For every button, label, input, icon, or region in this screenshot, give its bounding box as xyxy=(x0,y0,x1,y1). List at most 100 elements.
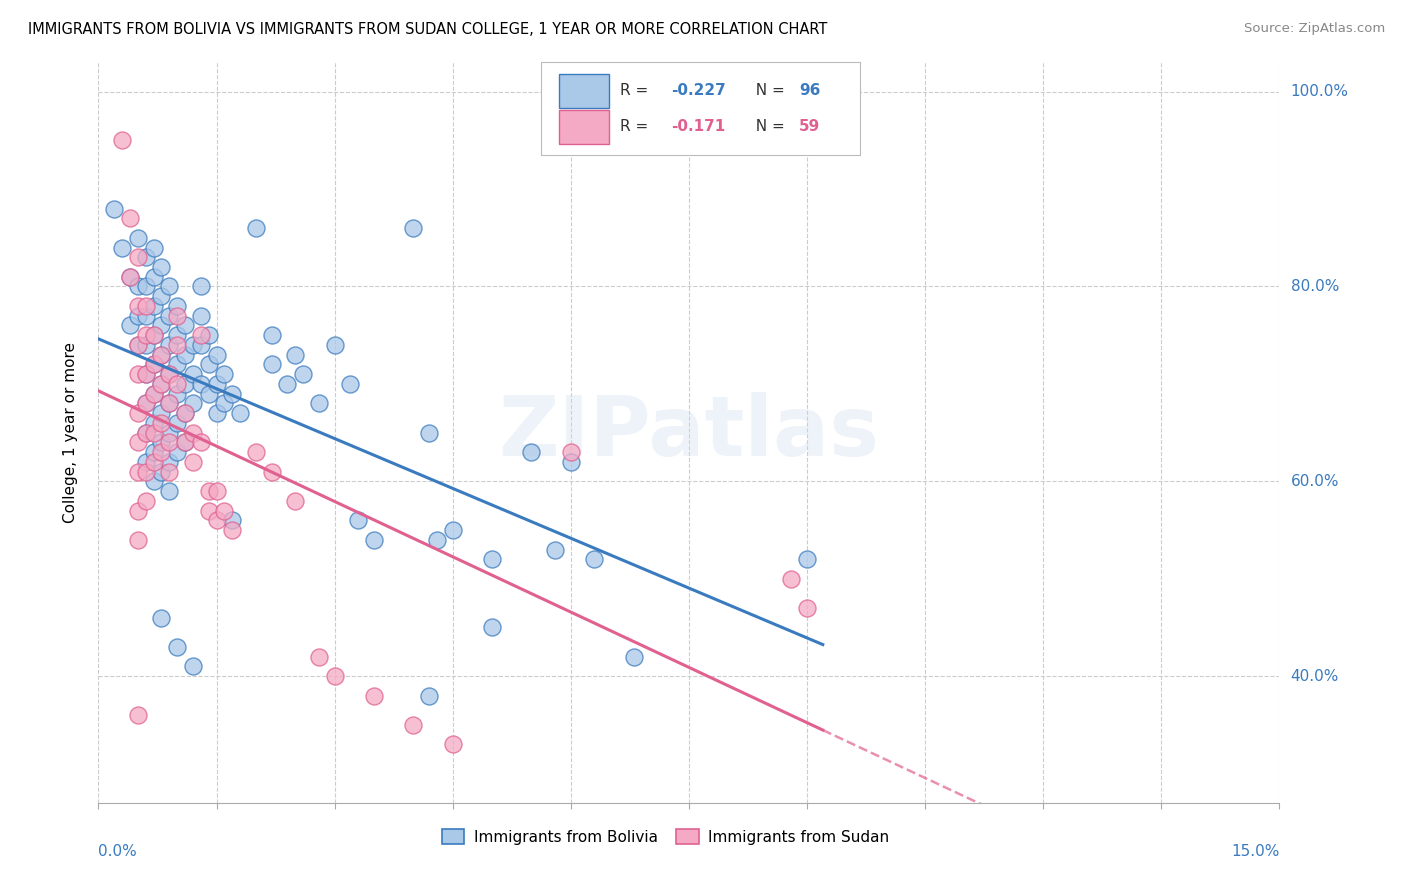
Point xyxy=(190,376,212,391)
Point xyxy=(245,445,267,459)
Point xyxy=(150,318,173,333)
Point xyxy=(142,269,165,284)
Point xyxy=(157,465,180,479)
Point xyxy=(118,269,141,284)
Point xyxy=(276,376,298,391)
Point xyxy=(441,737,464,751)
Point xyxy=(142,358,165,372)
Point xyxy=(135,396,157,410)
Point xyxy=(339,376,361,391)
Text: N =: N = xyxy=(745,120,789,135)
Text: 15.0%: 15.0% xyxy=(1232,844,1279,858)
Point xyxy=(260,358,283,372)
Point xyxy=(135,465,157,479)
Point xyxy=(363,533,385,547)
Text: -0.171: -0.171 xyxy=(671,120,725,135)
Text: 59: 59 xyxy=(799,120,820,135)
Point xyxy=(197,328,219,343)
Point xyxy=(118,318,141,333)
Point xyxy=(135,279,157,293)
Point xyxy=(127,367,149,381)
Point xyxy=(426,533,449,547)
Point xyxy=(135,328,157,343)
Point xyxy=(418,425,440,440)
Point xyxy=(181,659,204,673)
Point xyxy=(118,211,141,226)
Point xyxy=(157,396,180,410)
Point xyxy=(157,455,180,469)
Point xyxy=(308,396,330,410)
Point xyxy=(214,503,236,517)
Point xyxy=(181,455,204,469)
Point xyxy=(174,376,197,391)
Point xyxy=(245,221,267,235)
Point xyxy=(544,542,567,557)
Point xyxy=(157,484,180,499)
FancyBboxPatch shape xyxy=(560,73,609,108)
Text: 96: 96 xyxy=(799,83,820,98)
Point xyxy=(150,376,173,391)
Point xyxy=(135,425,157,440)
Text: 0.0%: 0.0% xyxy=(98,844,138,858)
Point xyxy=(323,338,346,352)
Point xyxy=(221,523,243,537)
Point xyxy=(135,309,157,323)
Point xyxy=(197,358,219,372)
Point xyxy=(111,133,134,147)
Point xyxy=(166,328,188,343)
Point xyxy=(127,465,149,479)
Text: Source: ZipAtlas.com: Source: ZipAtlas.com xyxy=(1244,22,1385,36)
Point xyxy=(174,435,197,450)
Point xyxy=(135,455,157,469)
Point xyxy=(142,328,165,343)
Point xyxy=(150,289,173,303)
Point xyxy=(157,396,180,410)
Point xyxy=(103,202,125,216)
Point xyxy=(135,396,157,410)
Text: 100.0%: 100.0% xyxy=(1291,84,1348,99)
Point xyxy=(150,376,173,391)
Point xyxy=(150,260,173,274)
Point xyxy=(127,279,149,293)
Point xyxy=(205,406,228,420)
Point xyxy=(142,386,165,401)
Point xyxy=(166,338,188,352)
Point xyxy=(150,406,173,420)
Point xyxy=(205,348,228,362)
Point xyxy=(796,601,818,615)
Point xyxy=(142,455,165,469)
Point xyxy=(142,299,165,313)
Point xyxy=(166,299,188,313)
Point xyxy=(284,348,307,362)
Point xyxy=(418,689,440,703)
Point xyxy=(796,552,818,566)
Point xyxy=(780,572,803,586)
Point xyxy=(623,649,645,664)
Point xyxy=(127,309,149,323)
Point xyxy=(150,610,173,624)
Point xyxy=(142,328,165,343)
FancyBboxPatch shape xyxy=(560,110,609,144)
Point xyxy=(441,523,464,537)
Point xyxy=(127,503,149,517)
Point xyxy=(150,416,173,430)
Point xyxy=(560,455,582,469)
Point xyxy=(260,465,283,479)
Point xyxy=(174,406,197,420)
Point xyxy=(221,386,243,401)
FancyBboxPatch shape xyxy=(541,62,860,155)
Point xyxy=(157,338,180,352)
Point xyxy=(118,269,141,284)
Point xyxy=(127,338,149,352)
Point xyxy=(181,425,204,440)
Point xyxy=(190,309,212,323)
Point xyxy=(142,445,165,459)
Point xyxy=(166,416,188,430)
Point xyxy=(174,318,197,333)
Point xyxy=(308,649,330,664)
Point xyxy=(197,484,219,499)
Point xyxy=(142,358,165,372)
Point xyxy=(402,221,425,235)
Point xyxy=(214,396,236,410)
Point xyxy=(190,279,212,293)
